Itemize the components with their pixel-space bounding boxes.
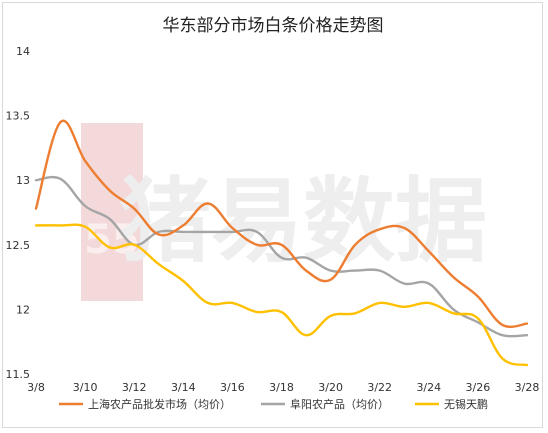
legend-label: 阜阳农产品（均价） [290,397,389,411]
y-tick-label: 13.5 [6,110,31,123]
series-line [34,175,529,338]
watermark-logo-text: 55 [84,217,140,263]
watermark: 55 猪易数据 [81,123,487,301]
x-tick-label: 3/8 [27,381,45,394]
series-layer [34,119,529,367]
axis-layer: 11.5 12 12.5 13 13.5 14 3/8 3/10 3/12 3/14 3/16 3/1… [6,45,540,394]
chart-frame: 55 猪易数据 华东部分市场白条价格走势图 11.5 12 12.5 13 13.5 14… [2,2,543,428]
watermark-text: 猪易数据 [119,167,487,275]
legend-label: 上海农产品批发市场（均价） [88,397,231,411]
y-tick-label: 11.5 [6,368,31,381]
series-line [34,119,529,328]
watermark-logo [81,123,143,301]
legend-label: 无锡天鹏 [444,397,488,411]
legend: 上海农产品批发市场（均价） 阜阳农产品（均价） 无锡天鹏 [59,397,488,411]
line-chart: 55 猪易数据 华东部分市场白条价格走势图 11.5 12 12.5 13 13.5 14… [6,16,540,411]
x-tick-label: 3/24 [416,381,441,394]
y-tick-label: 14 [16,45,30,58]
x-tick-label: 3/26 [466,381,491,394]
x-tick-label: 3/20 [318,381,343,394]
y-tick-label: 12 [16,303,30,316]
x-tick-label: 3/12 [122,381,147,394]
y-tick-label: 13 [16,174,30,187]
x-tick-label: 3/16 [220,381,245,394]
y-tick-label: 12.5 [6,239,31,252]
x-tick-label: 3/28 [515,381,540,394]
chart-title: 华东部分市场白条价格走势图 [163,16,384,36]
series-line [34,223,529,367]
x-tick-label: 3/18 [269,381,294,394]
x-tick-label: 3/14 [171,381,196,394]
x-tick-label: 3/22 [367,381,392,394]
x-tick-label: 3/10 [73,381,98,394]
